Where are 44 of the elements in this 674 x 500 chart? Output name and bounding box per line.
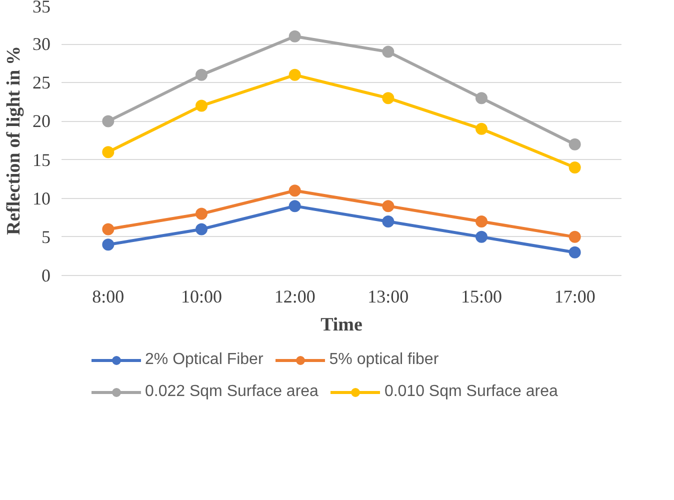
point bbox=[102, 238, 114, 251]
point bbox=[288, 184, 301, 197]
point bbox=[196, 68, 208, 81]
point bbox=[382, 92, 394, 104]
y-tick-label: 5 bbox=[42, 226, 50, 247]
x-tick-label: 8:00 bbox=[92, 286, 124, 306]
point bbox=[102, 223, 114, 236]
y-tick-label: 10 bbox=[32, 188, 50, 208]
point bbox=[476, 230, 488, 243]
x-tick-label: 13:00 bbox=[368, 286, 409, 306]
point bbox=[382, 200, 394, 212]
x-tick-label: 17:00 bbox=[554, 286, 596, 306]
point bbox=[196, 100, 208, 112]
point bbox=[382, 46, 394, 58]
point bbox=[568, 230, 581, 243]
x-axis-title: Time bbox=[320, 314, 362, 336]
point bbox=[476, 122, 488, 135]
point bbox=[288, 68, 301, 81]
legend-label: 0.022 Sqm Surface area bbox=[145, 383, 318, 401]
x-tick-label: 15:00 bbox=[461, 286, 502, 306]
y-axis-title: Reflection of light in % bbox=[4, 46, 24, 235]
x-tick-label: 10:00 bbox=[181, 286, 222, 306]
legend-label: 2% Optical Fiber bbox=[145, 351, 264, 369]
point bbox=[476, 216, 488, 228]
point bbox=[568, 246, 581, 258]
legend-label: 0.010 Sqm Surface area bbox=[384, 383, 558, 401]
y-tick-label: 0 bbox=[42, 266, 50, 286]
y-tick-label: 25 bbox=[32, 72, 50, 93]
point bbox=[102, 115, 114, 128]
point bbox=[568, 162, 581, 174]
y-tick-label: 20 bbox=[32, 111, 50, 132]
point bbox=[382, 216, 394, 228]
y-tick-label: 35 bbox=[32, 0, 50, 16]
legend-label: 5% optical fiber bbox=[329, 351, 439, 369]
point bbox=[288, 200, 301, 212]
point bbox=[196, 208, 208, 220]
point bbox=[288, 30, 301, 42]
y-tick-label: 30 bbox=[32, 34, 50, 54]
y-tick-label: 15 bbox=[32, 150, 50, 170]
point bbox=[568, 138, 581, 150]
x-tick-label: 12:00 bbox=[274, 286, 316, 306]
point bbox=[196, 223, 208, 236]
point bbox=[102, 146, 114, 158]
point bbox=[476, 92, 488, 104]
